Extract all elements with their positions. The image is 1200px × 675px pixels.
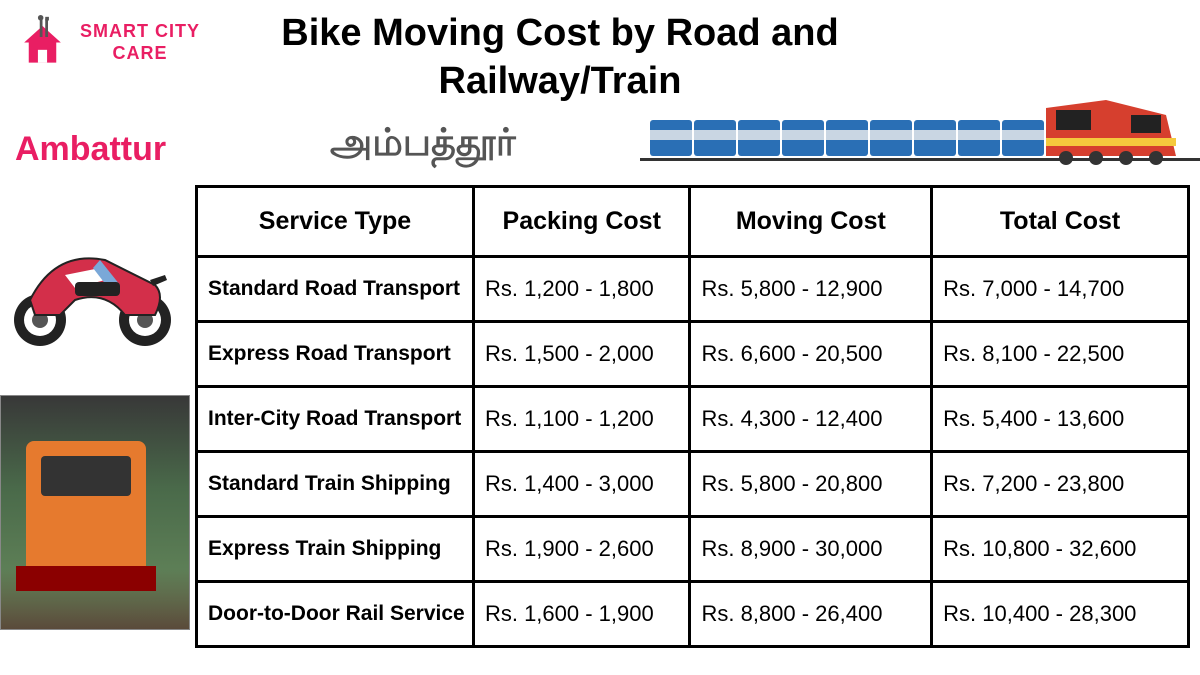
- cell-moving: Rs. 5,800 - 12,900: [690, 257, 932, 322]
- motorbike-icon: [5, 230, 180, 350]
- cell-total: Rs. 7,000 - 14,700: [932, 257, 1189, 322]
- house-tools-icon: [15, 15, 70, 70]
- table-row: Express Road TransportRs. 1,500 - 2,000R…: [197, 322, 1189, 387]
- cell-moving: Rs. 8,800 - 26,400: [690, 582, 932, 647]
- cell-total: Rs. 5,400 - 13,600: [932, 387, 1189, 452]
- col-moving: Moving Cost: [690, 187, 932, 257]
- city-name-english: Ambattur: [15, 130, 166, 169]
- city-name-tamil: அம்பத்தூர்: [330, 122, 516, 170]
- cell-total: Rs. 8,100 - 22,500: [932, 322, 1189, 387]
- table-header-row: Service Type Packing Cost Moving Cost To…: [197, 187, 1189, 257]
- cell-moving: Rs. 8,900 - 30,000: [690, 517, 932, 582]
- cell-packing: Rs. 1,200 - 1,800: [473, 257, 690, 322]
- cell-service: Standard Road Transport: [197, 257, 474, 322]
- brand-name: SMART CITY CARE: [80, 21, 200, 64]
- cell-service: Standard Train Shipping: [197, 452, 474, 517]
- cell-service: Express Train Shipping: [197, 517, 474, 582]
- cost-table: Service Type Packing Cost Moving Cost To…: [195, 185, 1190, 648]
- col-service: Service Type: [197, 187, 474, 257]
- brand-line2: CARE: [80, 43, 200, 65]
- table-row: Standard Road TransportRs. 1,200 - 1,800…: [197, 257, 1189, 322]
- cell-packing: Rs. 1,900 - 2,600: [473, 517, 690, 582]
- train-photo: [0, 395, 190, 630]
- cell-moving: Rs. 5,800 - 20,800: [690, 452, 932, 517]
- cell-service: Door-to-Door Rail Service: [197, 582, 474, 647]
- col-total: Total Cost: [932, 187, 1189, 257]
- cell-packing: Rs. 1,100 - 1,200: [473, 387, 690, 452]
- cell-packing: Rs. 1,500 - 2,000: [473, 322, 690, 387]
- cell-packing: Rs. 1,600 - 1,900: [473, 582, 690, 647]
- cell-moving: Rs. 6,600 - 20,500: [690, 322, 932, 387]
- cell-service: Express Road Transport: [197, 322, 474, 387]
- cell-total: Rs. 7,200 - 23,800: [932, 452, 1189, 517]
- cell-total: Rs. 10,400 - 28,300: [932, 582, 1189, 647]
- cell-packing: Rs. 1,400 - 3,000: [473, 452, 690, 517]
- brand-line1: SMART CITY: [80, 21, 200, 43]
- table-row: Door-to-Door Rail ServiceRs. 1,600 - 1,9…: [197, 582, 1189, 647]
- col-packing: Packing Cost: [473, 187, 690, 257]
- table-row: Inter-City Road TransportRs. 1,100 - 1,2…: [197, 387, 1189, 452]
- table-row: Standard Train ShippingRs. 1,400 - 3,000…: [197, 452, 1189, 517]
- brand-logo: SMART CITY CARE: [15, 15, 200, 70]
- table-row: Express Train ShippingRs. 1,900 - 2,600R…: [197, 517, 1189, 582]
- train-illustration: [640, 60, 1200, 170]
- cell-total: Rs. 10,800 - 32,600: [932, 517, 1189, 582]
- cell-moving: Rs. 4,300 - 12,400: [690, 387, 932, 452]
- cell-service: Inter-City Road Transport: [197, 387, 474, 452]
